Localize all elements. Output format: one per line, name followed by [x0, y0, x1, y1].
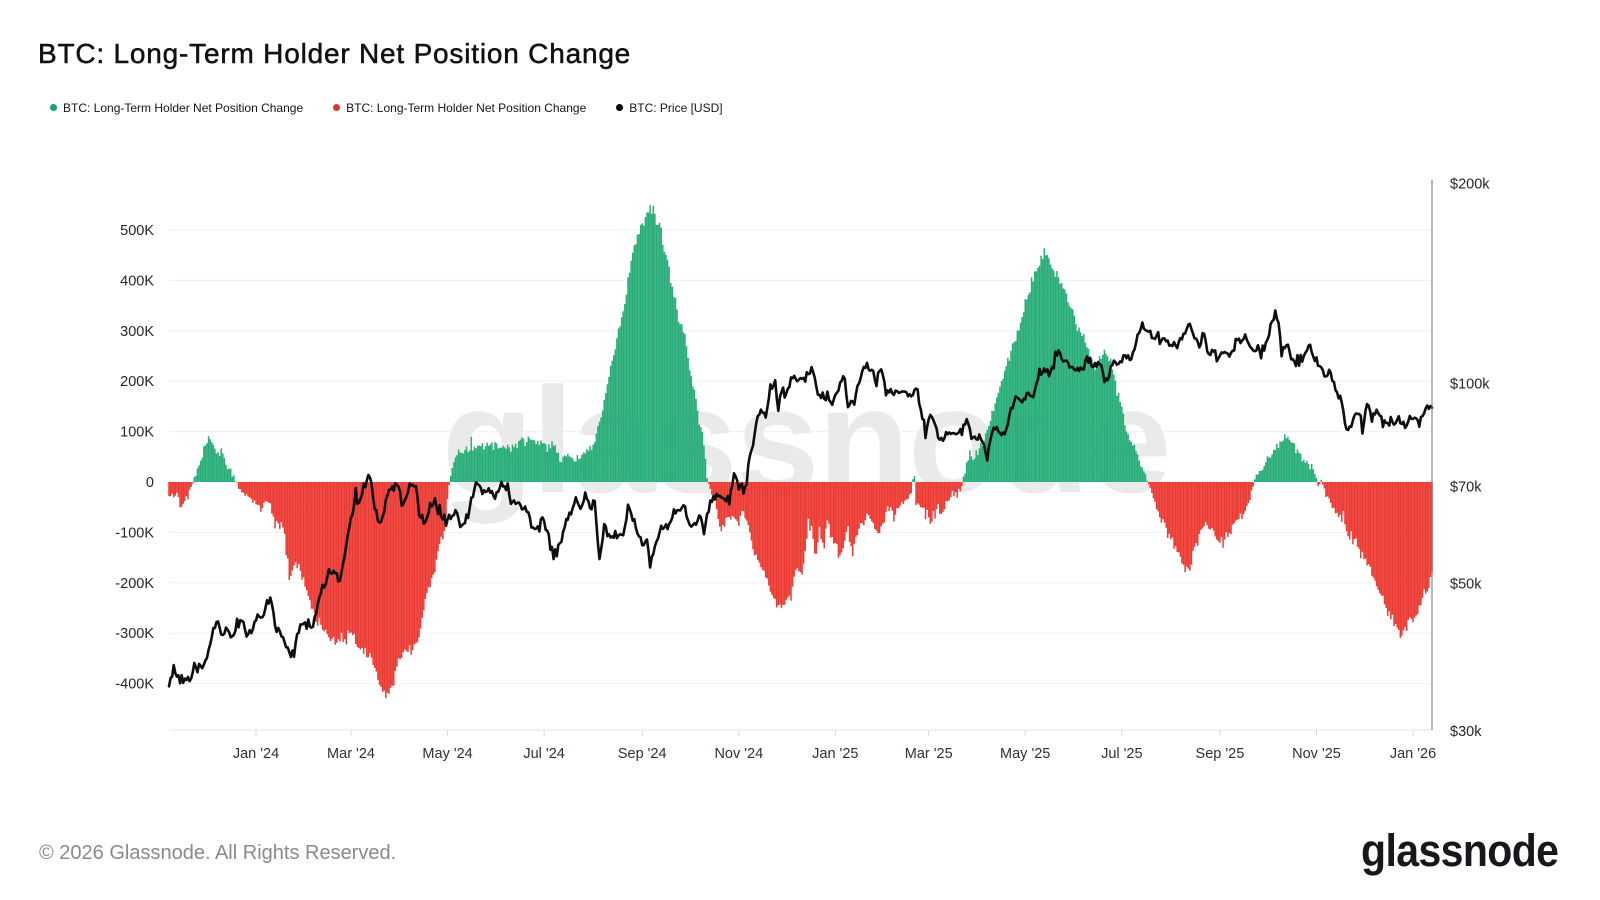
- svg-text:Jul '25: Jul '25: [1101, 746, 1142, 762]
- svg-text:$30k: $30k: [1450, 724, 1482, 740]
- svg-text:$100k: $100k: [1450, 377, 1490, 393]
- svg-text:Jul '24: Jul '24: [523, 746, 564, 762]
- svg-text:400K: 400K: [120, 273, 154, 289]
- svg-text:$70k: $70k: [1450, 480, 1482, 496]
- svg-text:Nov '25: Nov '25: [1292, 746, 1341, 762]
- svg-text:500K: 500K: [120, 223, 154, 239]
- svg-text:May '24: May '24: [422, 746, 472, 762]
- svg-text:$200k: $200k: [1450, 176, 1490, 192]
- svg-text:-300K: -300K: [115, 626, 154, 642]
- svg-text:-200K: -200K: [115, 576, 154, 592]
- svg-text:0: 0: [146, 475, 154, 491]
- svg-text:100K: 100K: [120, 425, 154, 441]
- svg-text:Jan '25: Jan '25: [812, 746, 858, 762]
- svg-text:Jan '26: Jan '26: [1390, 746, 1436, 762]
- svg-text:Sep '25: Sep '25: [1196, 746, 1245, 762]
- svg-text:-100K: -100K: [115, 525, 154, 541]
- svg-text:Jan '24: Jan '24: [233, 746, 279, 762]
- svg-text:Mar '25: Mar '25: [905, 746, 953, 762]
- svg-text:Mar '24: Mar '24: [327, 746, 375, 762]
- svg-text:Sep '24: Sep '24: [618, 746, 667, 762]
- svg-text:-400K: -400K: [115, 677, 154, 693]
- svg-text:May '25: May '25: [1000, 746, 1050, 762]
- svg-text:Nov '24: Nov '24: [714, 746, 763, 762]
- svg-text:200K: 200K: [120, 374, 154, 390]
- svg-text:300K: 300K: [120, 324, 154, 340]
- svg-text:$50k: $50k: [1450, 577, 1482, 593]
